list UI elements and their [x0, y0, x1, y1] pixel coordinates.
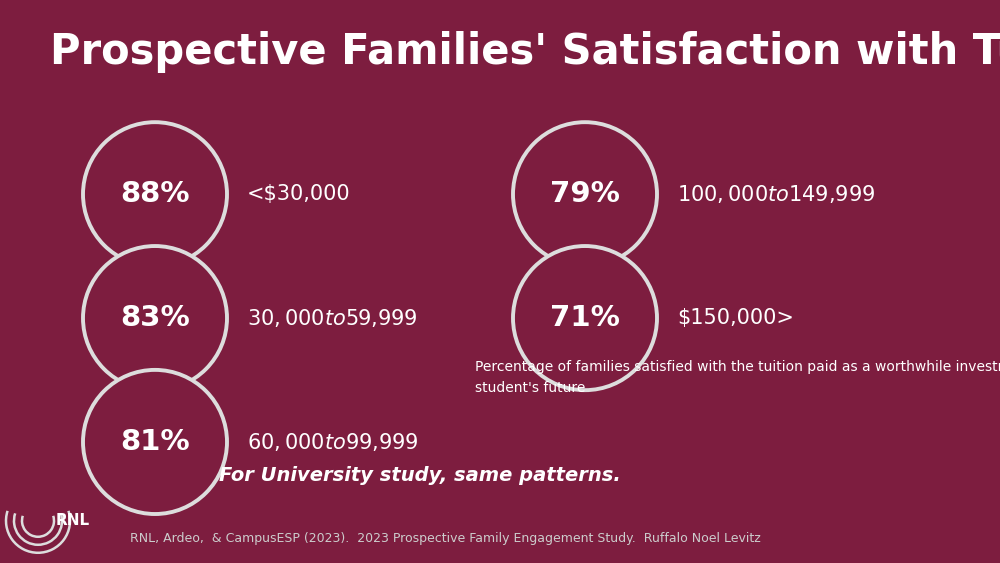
- Text: Prospective Families' Satisfaction with Tuition Paid: Prospective Families' Satisfaction with …: [50, 31, 1000, 73]
- Text: For University study, same patterns.: For University study, same patterns.: [219, 466, 621, 485]
- Text: RNL, Ardeo,  & CampusESP (2023).  2023 Prospective Family Engagement Study.  Ruf: RNL, Ardeo, & CampusESP (2023). 2023 Pro…: [130, 531, 761, 545]
- Text: 71%: 71%: [550, 304, 620, 332]
- Ellipse shape: [513, 122, 657, 266]
- Text: 88%: 88%: [120, 180, 190, 208]
- Text: 81%: 81%: [120, 428, 190, 456]
- Ellipse shape: [83, 370, 227, 514]
- Text: $60,000 to $99,999: $60,000 to $99,999: [247, 431, 419, 453]
- Text: $150,000>: $150,000>: [677, 308, 794, 328]
- Text: $100,000 to $149,999: $100,000 to $149,999: [677, 183, 875, 205]
- Text: <$30,000: <$30,000: [247, 184, 351, 204]
- Ellipse shape: [83, 246, 227, 390]
- Text: 79%: 79%: [550, 180, 620, 208]
- Text: Percentage of families satisfied with the tuition paid as a worthwhile investmen: Percentage of families satisfied with th…: [475, 360, 1000, 395]
- Ellipse shape: [513, 246, 657, 390]
- Ellipse shape: [83, 122, 227, 266]
- Text: $30,000 to $59,999: $30,000 to $59,999: [247, 307, 418, 329]
- Text: RNL: RNL: [56, 513, 90, 528]
- Text: 83%: 83%: [120, 304, 190, 332]
